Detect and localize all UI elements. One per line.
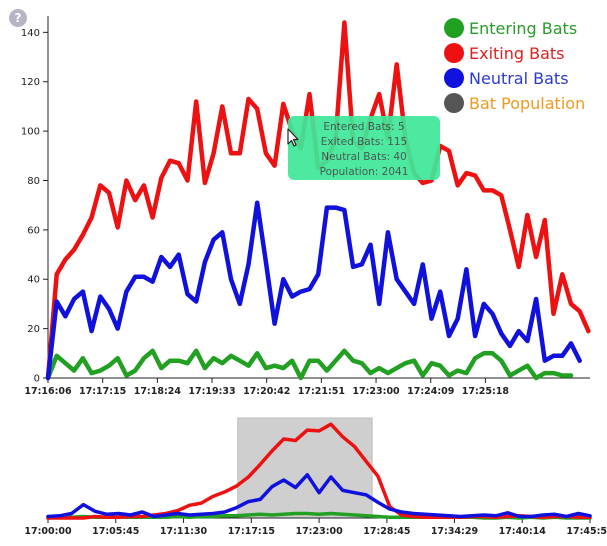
brush-selection[interactable]	[237, 417, 373, 519]
tooltip-entered: Entered Bats: 5	[323, 121, 405, 133]
overview-x-tick-label: 17:17:15	[228, 526, 275, 537]
x-tick-label: 17:24:09	[407, 386, 454, 397]
x-tick-label: 17:16:06	[24, 386, 72, 397]
overview-series-exiting-bats	[46, 422, 592, 520]
legend-swatch-exiting-bats[interactable]	[444, 43, 464, 63]
y-tick-label: 80	[27, 176, 40, 187]
legend-label-entering-bats[interactable]: Entering Bats	[469, 19, 577, 38]
overview-x-tick-label: 17:28:45	[363, 526, 410, 537]
y-tick-label: 120	[21, 77, 40, 88]
question-mark-icon[interactable]: ?	[9, 9, 27, 27]
overview-series-neutral-bats	[46, 473, 592, 519]
overview-x-tick-label: 17:40:14	[499, 526, 547, 537]
tooltip-neutral: Neutral Bats: 40	[321, 151, 407, 163]
y-tick-label: 60	[27, 225, 40, 236]
legend: Entering Bats Exiting Bats Neutral Bats Bat…	[444, 18, 585, 113]
overview-x-tick-label: 17:11:30	[160, 526, 208, 537]
legend-swatch-neutral-bats[interactable]	[444, 68, 464, 88]
overview-x-tick-label: 17:45:59	[566, 526, 607, 537]
x-tick-label: 17:25:18	[462, 386, 510, 397]
y-tick-label: 140	[21, 28, 40, 39]
overview-x-tick-label: 17:34:29	[431, 526, 478, 537]
x-tick-label: 17:18:24	[134, 386, 182, 397]
y-tick-label: 20	[27, 324, 40, 335]
y-tick-label: 100	[21, 127, 40, 138]
legend-label-neutral-bats[interactable]: Neutral Bats	[469, 69, 569, 88]
legend-label-exiting-bats[interactable]: Exiting Bats	[469, 44, 565, 63]
overview-x-tick-label: 17:00:00	[24, 526, 72, 537]
legend-swatch-entering-bats[interactable]	[444, 18, 464, 38]
x-tick-label: 17:21:51	[298, 386, 345, 397]
y-tick-label: 0	[34, 374, 40, 385]
series-line-neutral-bats[interactable]	[45, 200, 582, 381]
overview-x-tick-label: 17:05:45	[92, 526, 139, 537]
mouse-pointer-icon	[287, 128, 299, 147]
x-tick-label: 17:23:00	[352, 386, 400, 397]
overview-chart[interactable]: 17:00:00 17:05:45 17:11:30 17:17:15 17:23:00…	[24, 417, 607, 537]
legend-label-bat-population[interactable]: Bat Population	[469, 94, 585, 113]
overview-x-tick-label: 17:23:00	[295, 526, 343, 537]
x-tick-label: 17:19:33	[188, 386, 235, 397]
tooltip-population: Population: 2041	[319, 166, 409, 178]
x-tick-label: 17:17:15	[79, 386, 126, 397]
tooltip-exited: Exited Bats: 115	[320, 136, 408, 148]
x-tick-label: 17:20:42	[243, 386, 290, 397]
hover-tooltip: Entered Bats: 5 Exited Bats: 115 Neutral…	[288, 116, 440, 180]
legend-swatch-bat-population[interactable]	[444, 93, 464, 113]
series-line-entering-bats[interactable]	[45, 348, 574, 381]
y-tick-label: 40	[27, 275, 40, 286]
